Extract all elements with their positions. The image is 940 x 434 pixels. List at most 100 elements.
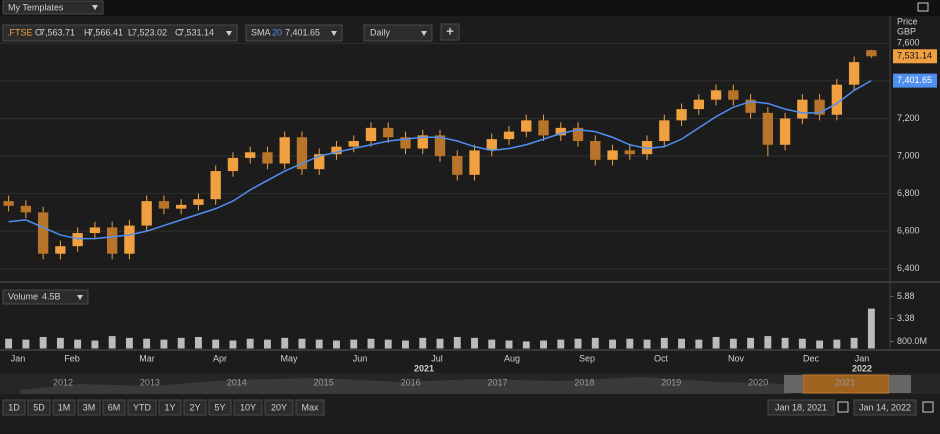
candle-body: [797, 99, 808, 119]
candle-body: [158, 201, 170, 209]
candle-body: [417, 135, 428, 149]
range-button[interactable]: [233, 399, 263, 416]
range-button[interactable]: [158, 399, 182, 416]
volume-bar: [574, 338, 582, 349]
quote-value: 7,523.02: [132, 27, 167, 37]
x-tick-label: Jun: [353, 353, 368, 363]
candle-body: [348, 141, 359, 147]
volume-bar: [591, 337, 599, 349]
range-button[interactable]: [52, 399, 76, 416]
candle-body: [365, 127, 377, 142]
volume-bar: [816, 340, 824, 349]
volume-box[interactable]: [2, 289, 89, 305]
volume-bar: [264, 339, 271, 349]
quote-box[interactable]: [2, 24, 238, 42]
range-button-label: 2Y: [189, 402, 200, 412]
candle-body: [193, 199, 204, 205]
volume-bar: [505, 340, 513, 349]
range-button[interactable]: [295, 399, 325, 416]
range-button[interactable]: [27, 399, 51, 416]
y-tick-label: 6,600: [897, 226, 920, 236]
range-button[interactable]: [264, 399, 294, 416]
range-button[interactable]: [183, 399, 207, 416]
quote-key: H: [84, 27, 91, 37]
x-tick-label: Jan: [11, 353, 26, 363]
candle-body: [641, 141, 653, 155]
candle-body: [624, 150, 635, 155]
y-tick-label: 3.38: [897, 313, 915, 323]
navigator-year: 2018: [574, 377, 594, 387]
quote-value: 7,563.71: [40, 27, 75, 37]
start-date: Jan 18, 2021: [775, 402, 827, 412]
x-tick-label: Nov: [728, 353, 745, 363]
candle-body: [106, 227, 118, 254]
navigator-year: 2017: [487, 377, 507, 387]
volume-bar: [522, 341, 530, 349]
templates-dropdown[interactable]: [2, 0, 104, 15]
candle-body: [590, 141, 601, 160]
navigator-handle[interactable]: [784, 375, 803, 393]
x-tick-label: Jan: [855, 353, 870, 363]
end-date-box[interactable]: [853, 399, 917, 416]
symbol: .FTSE: [7, 27, 33, 37]
range-button[interactable]: [208, 399, 232, 416]
volume-bar: [74, 339, 82, 349]
candle-body: [503, 131, 515, 140]
dropdown-arrow: [92, 5, 98, 10]
range-button-label: 3M: [83, 402, 96, 412]
top-bar: [0, 0, 940, 16]
study-box[interactable]: [245, 24, 343, 42]
dropdown-arrow: [421, 31, 427, 36]
navigator-handle[interactable]: [889, 375, 911, 393]
calendar-icon[interactable]: [922, 401, 934, 413]
candle-body: [866, 50, 877, 57]
x-tick-label: Jul: [431, 353, 443, 363]
study-period: 20: [272, 27, 282, 37]
candle-body: [693, 99, 704, 110]
candle-body: [572, 127, 584, 142]
volume-bar: [781, 337, 789, 349]
navigator-year: 2012: [53, 377, 73, 387]
study-value: 7,401.65: [285, 27, 320, 37]
range-button[interactable]: [127, 399, 157, 416]
add-button[interactable]: [440, 23, 460, 41]
range-button-label: 5Y: [214, 402, 225, 412]
x-tick-label: May: [280, 353, 298, 363]
candle-body: [538, 120, 549, 136]
candle-body: [314, 154, 325, 170]
volume-bar: [212, 339, 220, 349]
volume-bar: [453, 336, 461, 349]
volume-bar: [850, 337, 858, 349]
interval-dropdown[interactable]: [363, 24, 433, 42]
candle-body: [3, 201, 14, 206]
candle-body: [848, 62, 860, 85]
candle-body: [227, 157, 239, 172]
candle-body: [745, 99, 756, 113]
last-price-box: [893, 49, 937, 64]
templates-label: My Templates: [8, 2, 64, 12]
range-button-label: YTD: [133, 402, 152, 412]
candle-body: [296, 137, 308, 170]
print-icon[interactable]: [917, 2, 929, 12]
start-date-box[interactable]: [767, 399, 835, 416]
dropdown-arrow: [77, 295, 83, 300]
sma-line: [8, 79, 872, 240]
volume-bar: [660, 337, 668, 349]
range-button[interactable]: [2, 399, 26, 416]
volume-bar: [764, 336, 772, 349]
quote-value: 7,531.14: [179, 27, 214, 37]
interval: Daily: [370, 27, 391, 37]
range-button[interactable]: [77, 399, 101, 416]
navigator-year: 2021: [835, 377, 855, 387]
range-button[interactable]: [102, 399, 126, 416]
candle-body: [210, 171, 221, 200]
calendar-icon[interactable]: [837, 401, 849, 413]
volume-bar: [5, 338, 13, 349]
candle-body: [434, 135, 446, 157]
x-tick-label: Sep: [579, 353, 595, 363]
navigator-year: 2014: [227, 377, 247, 387]
x-tick-label: Dec: [803, 353, 820, 363]
candle-body: [55, 246, 66, 254]
candle-body: [676, 109, 687, 121]
volume-bar: [160, 339, 168, 349]
